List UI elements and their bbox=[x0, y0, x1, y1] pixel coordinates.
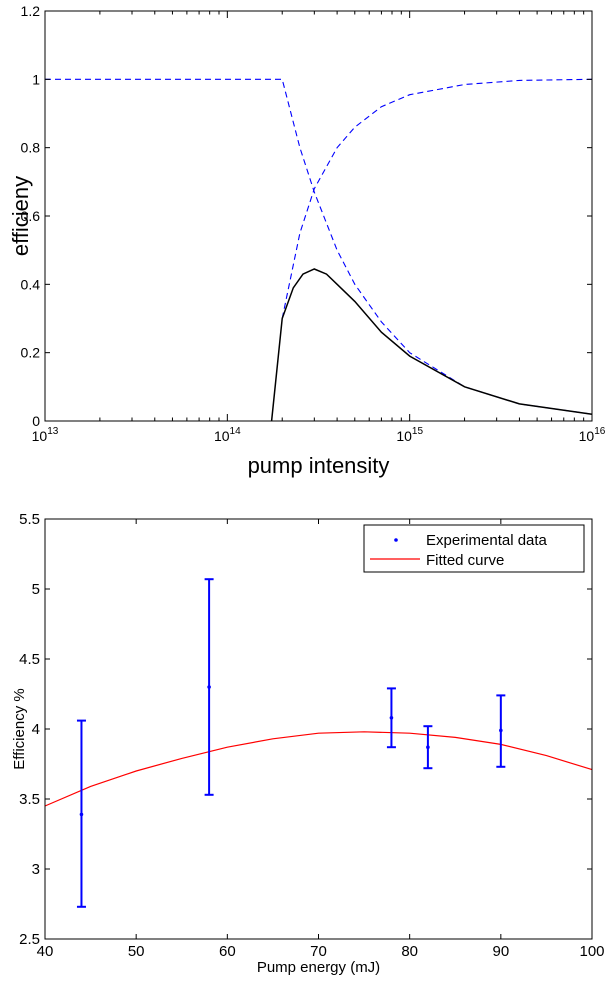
y-tick-label: 2.5 bbox=[19, 931, 40, 948]
x-tick-label: 80 bbox=[401, 943, 418, 960]
x-axis-label: pump intensity bbox=[248, 453, 390, 478]
series-line-2 bbox=[281, 78, 593, 319]
x-tick-label: 60 bbox=[219, 943, 236, 960]
y-tick-label: 4 bbox=[32, 721, 40, 738]
y-tick-label: 0.2 bbox=[21, 345, 41, 361]
data-point bbox=[389, 716, 394, 720]
series-line-3 bbox=[270, 268, 593, 422]
legend-label-experimental: Experimental data bbox=[426, 532, 548, 549]
x-axis-label: Pump energy (mJ) bbox=[257, 959, 380, 976]
y-tick-label: 5.5 bbox=[19, 511, 40, 528]
legend-box bbox=[363, 524, 585, 573]
data-point bbox=[79, 812, 84, 817]
y-tick-label: 1 bbox=[32, 71, 40, 87]
x-tick-label: 1015 bbox=[396, 426, 423, 444]
y-tick-label: 3.5 bbox=[19, 791, 40, 808]
y-tick-label: 0 bbox=[32, 413, 40, 429]
y-tick-label: 3 bbox=[32, 861, 40, 878]
x-tick-label: 1013 bbox=[32, 426, 59, 444]
y-tick-label: 5 bbox=[32, 581, 40, 598]
y-axis-label: efficieny bbox=[8, 176, 33, 256]
x-tick-label: 40 bbox=[37, 943, 54, 960]
y-tick-label: 0.6 bbox=[21, 208, 41, 224]
legend: Experimental data Fitted curve bbox=[363, 524, 585, 573]
x-tick-label: 90 bbox=[492, 943, 509, 960]
data-point bbox=[426, 745, 430, 749]
fitted-curve bbox=[44, 731, 593, 807]
data-point bbox=[207, 685, 211, 689]
chart-efficiency-vs-pump-intensity: 0 0.2 0.4 0.6 0.8 1 1.2 1013 1014 1015 1016 pump in… bbox=[8, 3, 606, 478]
legend-marker-experimental bbox=[394, 538, 398, 542]
x-tick-label: 1016 bbox=[579, 426, 606, 444]
y-tick-label: 0.4 bbox=[21, 276, 41, 292]
y-axis-label: Efficiency % bbox=[11, 688, 28, 769]
plot-area-frame bbox=[44, 10, 593, 422]
plot-area-frame bbox=[44, 518, 593, 940]
y-tick-label: 1.2 bbox=[21, 3, 41, 19]
x-tick-label: 1014 bbox=[214, 426, 241, 444]
x-tick-label: 50 bbox=[128, 943, 145, 960]
series-line-1 bbox=[45, 78, 593, 415]
x-tick-label: 70 bbox=[310, 943, 327, 960]
chart-efficiency-vs-pump-energy: 2.5 3 3.5 4 4.5 5 5.5 40 50 60 70 80 90 100 Pump energ… bbox=[11, 511, 605, 976]
y-tick-label: 4.5 bbox=[19, 651, 40, 668]
legend-label-fitted: Fitted curve bbox=[426, 552, 504, 569]
x-tick-label: 100 bbox=[579, 943, 604, 960]
y-tick-label: 0.8 bbox=[21, 140, 41, 156]
data-point bbox=[499, 728, 503, 733]
